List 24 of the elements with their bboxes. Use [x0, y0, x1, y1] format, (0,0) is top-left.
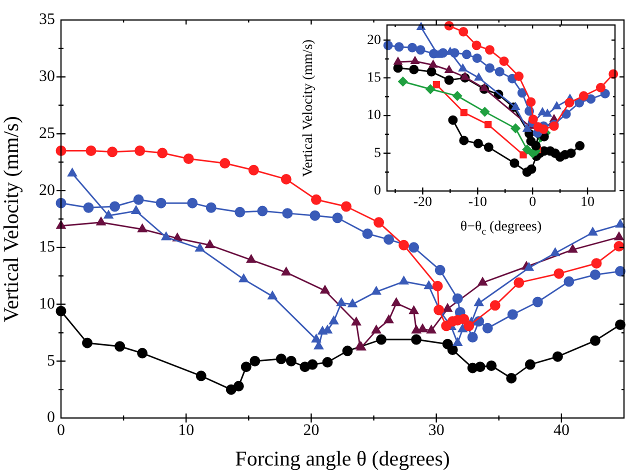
x-tick-label: 40: [553, 422, 570, 439]
y-tick-label: 35: [39, 11, 55, 28]
y-axis-title: Vertical Velocity (mm/s): [300, 39, 316, 177]
y-tick-label: 5: [47, 352, 55, 370]
x-axis-title: Forcing angle θ (degrees): [235, 446, 450, 470]
x-tick-label: 10: [178, 422, 194, 439]
y-axis-title: Vertical Velocity (mm/s): [0, 116, 23, 322]
y-tick-label: 15: [39, 238, 55, 256]
y-tick-label: 25: [39, 124, 55, 142]
y-tick-label: 5: [374, 146, 381, 161]
x-tick-label: -20: [413, 195, 432, 210]
y-tick-label: 10: [39, 295, 55, 312]
y-tick-label: 30: [39, 68, 55, 86]
y-tick-label: 15: [367, 70, 381, 86]
x-tick-label: -10: [468, 195, 487, 210]
x-tick-label: 20: [303, 422, 320, 439]
x-tick-label: 30: [428, 422, 444, 439]
y-tick-label: 0: [47, 409, 55, 426]
y-tick-label: 20: [39, 182, 55, 199]
x-tick-label: 10: [580, 195, 595, 210]
x-tick-label: 0: [529, 195, 536, 210]
y-tick-label: 0: [374, 184, 381, 199]
y-tick-label: 20: [367, 32, 381, 48]
y-tick-label: 10: [367, 108, 381, 124]
